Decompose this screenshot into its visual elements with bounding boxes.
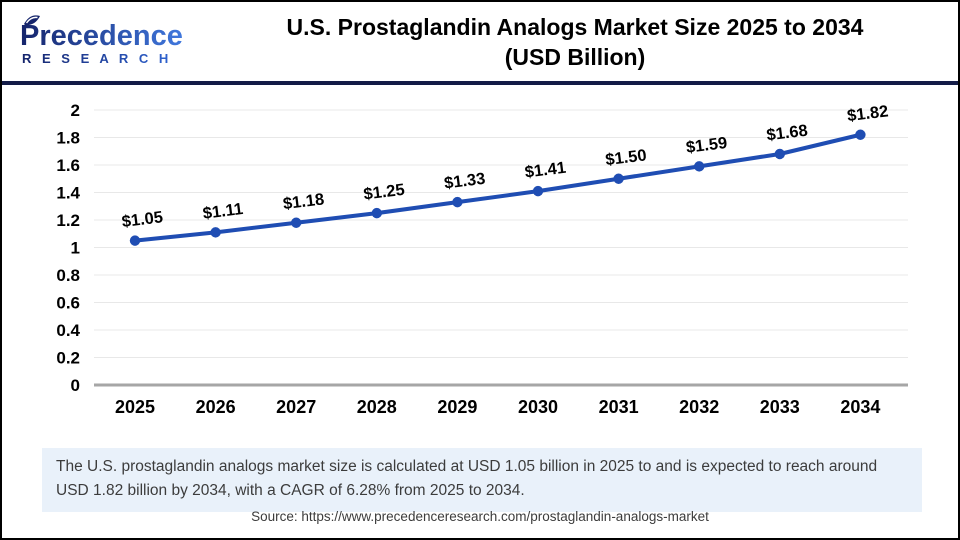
data-label: $1.82 [846,102,889,125]
header-divider [2,81,958,85]
header: Precedence R E S E A R C H U.S. Prostagl… [2,2,958,82]
series-line [133,132,863,243]
y-axis-tick: 1 [71,239,80,258]
data-point [371,207,382,219]
data-point [210,227,221,238]
data-point [855,129,866,140]
data-label: $1.68 [766,122,809,145]
x-axis-tick: 2028 [357,397,397,417]
logo-sub-text: R E S E A R C H [22,51,172,66]
chart-title-line1: U.S. Prostaglandin Analogs Market Size 2… [286,13,864,40]
y-axis-tick: 0.6 [56,294,80,313]
data-label: $1.18 [282,190,325,213]
data-point [129,235,141,246]
data-label: $1.50 [604,146,647,169]
x-axis-tick: 2031 [599,397,639,417]
logo-brand-text: Precedence [20,20,183,52]
y-axis-tick: 2 [71,101,80,120]
brand-logo: Precedence R E S E A R C H [2,12,206,73]
x-axis-tick: 2030 [518,397,558,417]
data-label: $1.25 [363,181,406,204]
y-axis-tick: 0.8 [56,266,80,285]
data-point [532,185,544,197]
y-axis-tick: 1.2 [56,211,80,230]
data-label: $1.11 [202,200,244,223]
precedence-research-logo-icon: Precedence R E S E A R C H [20,14,183,66]
x-axis-tick: 2032 [679,397,719,417]
y-axis-tick: 0 [71,376,80,395]
y-axis-tick: 0.2 [56,349,80,368]
data-label: $1.41 [524,159,567,182]
data-label: $1.33 [443,170,486,193]
x-axis-tick: 2033 [760,397,800,417]
x-axis-tick: 2034 [840,397,880,417]
data-label: $1.59 [685,134,728,157]
chart-title-line2: (USD Billion) [504,44,646,70]
data-point [694,161,705,172]
y-axis-tick: 1.4 [56,184,80,203]
y-axis-tick: 0.4 [56,321,80,340]
chart-title: U.S. Prostaglandin Analogs Market Size 2… [206,12,958,73]
x-axis-tick: 2029 [437,397,477,417]
y-axis-tick: 1.8 [56,129,80,148]
x-axis-tick: 2026 [196,397,236,417]
source-link[interactable]: Source: https://www.precedenceresearch.c… [251,509,709,524]
data-point [613,173,624,184]
y-axis-tick: 1.6 [56,156,80,175]
data-point [452,196,463,208]
data-point [291,217,302,228]
x-axis-tick: 2025 [115,397,155,417]
x-axis-tick: 2027 [276,397,316,417]
data-point [774,148,785,160]
summary-note: The U.S. prostaglandin analogs market si… [42,448,922,513]
data-label: $1.05 [121,208,164,231]
